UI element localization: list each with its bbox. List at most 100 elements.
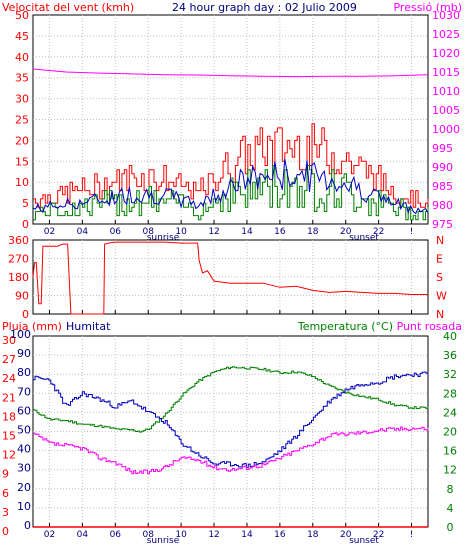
pressure-ytick-2: 985 — [432, 180, 453, 193]
humidity-ytick-9: 90 — [17, 347, 31, 360]
wind-ytick-5: 25 — [15, 114, 29, 127]
pressure-ytick-5: 1000 — [432, 123, 460, 136]
temperature-ytick-7: 28 — [443, 387, 457, 400]
wind-xtick-label-7: 16 — [274, 227, 286, 237]
direction-ytick-1: 90 — [15, 290, 29, 303]
rain-ytick-4: 12 — [2, 449, 16, 462]
humidity-axis-label: Humitat — [66, 320, 111, 333]
rain-ytick-2: 6 — [2, 487, 9, 500]
direction-panel-frame — [32, 239, 429, 315]
compass-tick-2: S — [436, 271, 443, 284]
humidity-ytick-2: 20 — [17, 481, 31, 494]
wind-xtick-label-6: 14 — [241, 227, 253, 237]
rain-ytick-0: 0 — [2, 525, 9, 538]
wind-xtick-label-9: 20 — [340, 227, 352, 237]
wind-ytick-7: 35 — [15, 72, 29, 85]
climate-xtick-label-7: 16 — [274, 530, 286, 540]
wind-ytick-4: 20 — [15, 134, 29, 147]
wind-xtick-label-1: 04 — [77, 227, 89, 237]
temperature-ytick-2: 8 — [447, 483, 454, 496]
wind-ytick-2: 10 — [15, 176, 29, 189]
humidity-ytick-1: 10 — [17, 500, 31, 513]
temperature-ytick-9: 36 — [443, 349, 457, 362]
climate-xtick-label-2: 06 — [110, 530, 122, 540]
compass-tick-3: W — [436, 290, 447, 303]
climate-xtick-label-6: 14 — [241, 530, 253, 540]
wind-ytick-6: 30 — [15, 93, 29, 106]
humidity-ytick-6: 60 — [17, 404, 31, 417]
wind-ytick-0: 0 — [22, 218, 29, 231]
wind-chart-title: 24 hour graph day : 02 Julio 2009 — [172, 1, 357, 14]
wind-xtick-label-10: 22 — [373, 227, 384, 237]
climate-xtick-label-0: 02 — [44, 530, 55, 540]
temperature-ytick-0: 0 — [447, 521, 454, 534]
temperature-ytick-5: 20 — [443, 426, 457, 439]
temperature-ytick-3: 12 — [443, 464, 457, 477]
wind-ytick-9: 45 — [15, 30, 29, 43]
compass-tick-4: N — [436, 308, 444, 321]
humidity-series — [33, 371, 429, 468]
direction-ytick-4: 360 — [8, 234, 29, 247]
pressure-ytick-4: 995 — [432, 142, 453, 155]
climate-xtick-label-8: 18 — [307, 530, 319, 540]
pressure-axis-label: Pressió (mb) — [393, 1, 462, 14]
rain-axis-label: Pluja (mm) — [2, 320, 62, 333]
temperature-ytick-4: 16 — [443, 445, 457, 458]
wind-xtick-label-11: ! — [410, 227, 414, 237]
humidity-ytick-8: 80 — [17, 366, 31, 379]
pressure-ytick-0: 975 — [432, 218, 453, 231]
dewpoint-series — [33, 426, 429, 475]
rain-ytick-6: 18 — [2, 410, 16, 423]
compass-tick-0: N — [436, 234, 444, 247]
rain-ytick-7: 21 — [2, 391, 16, 404]
rain-ytick-8: 24 — [2, 372, 16, 385]
wind-ytick-1: 5 — [22, 197, 29, 210]
pressure-ytick-11: 1030 — [432, 9, 460, 22]
wind-xtick-label-3: 08 — [142, 227, 154, 237]
humidity-ytick-0: 0 — [24, 519, 31, 532]
temperature-ytick-10: 40 — [443, 330, 457, 343]
wind-speed-axis-label: Velocitat del vent (kmh) — [2, 1, 134, 14]
wind-xtick-label-0: 02 — [44, 227, 55, 237]
rain-ytick-5: 15 — [2, 430, 16, 443]
climate-xtick-label-1: 04 — [77, 530, 89, 540]
rain-ytick-3: 9 — [2, 468, 9, 481]
pressure-ytick-10: 1025 — [432, 28, 460, 41]
climate-xtick-label-11: ! — [410, 530, 414, 540]
pressure-ytick-1: 980 — [432, 199, 453, 212]
humidity-ytick-4: 40 — [17, 443, 31, 456]
wind-average-series — [32, 158, 429, 215]
wind-ytick-8: 40 — [15, 51, 29, 64]
compass-tick-1: E — [436, 253, 443, 266]
pressure-series — [32, 68, 429, 78]
climate-xtick-label-4: 10 — [175, 530, 187, 540]
pressure-ytick-9: 1020 — [432, 47, 460, 60]
direction-ytick-2: 180 — [8, 271, 29, 284]
dewpoint-axis-label: Punt rosada — [397, 320, 462, 333]
climate-xtick-label-5: 12 — [208, 530, 219, 540]
direction-ytick-3: 270 — [8, 253, 29, 266]
rain-ytick-10: 30 — [2, 334, 16, 347]
pressure-ytick-8: 1015 — [432, 66, 460, 79]
wind-direction-series — [32, 241, 428, 315]
humidity-ytick-7: 70 — [17, 385, 31, 398]
wind-xtick-label-2: 06 — [110, 227, 122, 237]
wind-xtick-label-8: 18 — [307, 227, 319, 237]
rain-ytick-1: 3 — [2, 506, 9, 519]
sunrise-label-1: sunrise — [147, 233, 180, 243]
temperature-ytick-8: 32 — [443, 368, 457, 381]
sunset-label-3: sunset — [349, 536, 379, 546]
climate-xtick-label-9: 20 — [340, 530, 352, 540]
wind-xtick-label-4: 10 — [175, 227, 187, 237]
temperature-series — [33, 366, 429, 433]
climate-xtick-label-10: 22 — [373, 530, 384, 540]
temperature-ytick-1: 4 — [447, 502, 454, 515]
wind-ytick-10: 50 — [15, 9, 29, 22]
rain-ytick-9: 27 — [2, 353, 16, 366]
direction-ytick-0: 0 — [22, 308, 29, 321]
wind-xtick-label-5: 12 — [208, 227, 219, 237]
pressure-ytick-7: 1010 — [432, 85, 460, 98]
sunset-label-1: sunset — [349, 233, 379, 243]
